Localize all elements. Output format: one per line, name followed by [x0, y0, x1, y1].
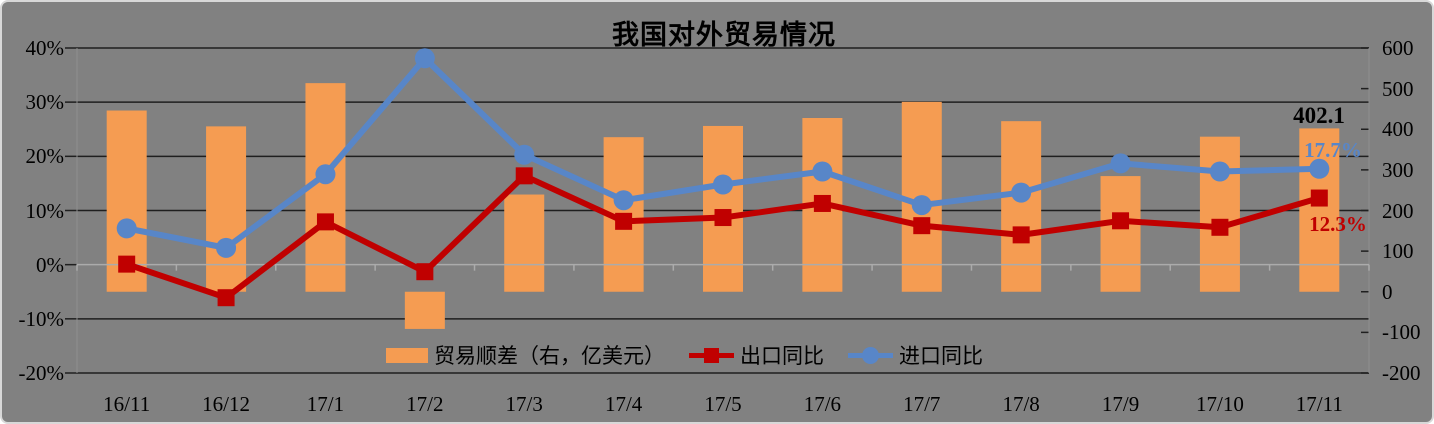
marker-square-17/5 — [714, 209, 732, 227]
x-axis-label: 17/10 — [1195, 392, 1244, 416]
y-axis-right-label: -100 — [1382, 320, 1421, 345]
marker-circle-17/11 — [1309, 158, 1330, 179]
legend-label-export: 出口同比 — [740, 345, 824, 368]
y-axis-right-label: 0 — [1382, 279, 1393, 304]
marker-square-16/11 — [118, 255, 136, 273]
y-axis-right-label: 300 — [1382, 157, 1414, 182]
marker-square-17/1 — [316, 213, 334, 231]
y-axis-right-label: -200 — [1382, 361, 1421, 385]
x-axis-label: 17/5 — [704, 392, 742, 416]
marker-square-16/12 — [217, 289, 235, 307]
marker-circle-17/5 — [713, 174, 733, 195]
marker-square-17/11 — [1310, 189, 1328, 207]
x-axis-label: 17/11 — [1295, 392, 1343, 416]
y-axis-left-label: 10% — [25, 198, 65, 223]
marker-circle-17/7 — [911, 195, 932, 216]
y-axis-right-label: 500 — [1382, 76, 1414, 101]
marker-circle-17/2 — [414, 48, 435, 69]
bar-17/3 — [504, 194, 545, 292]
square-marker-icon — [704, 347, 719, 363]
bar-17/2 — [404, 291, 445, 329]
x-axis-label: 17/4 — [604, 392, 643, 416]
bar-17/10 — [1199, 136, 1240, 292]
legend-item-export: 出口同比 — [689, 340, 824, 370]
x-axis-label: 17/1 — [306, 392, 345, 416]
marker-circle-17/9 — [1110, 153, 1131, 174]
marker-square-17/9 — [1112, 212, 1130, 230]
marker-circle-17/4 — [613, 190, 634, 211]
marker-circle-17/6 — [812, 161, 833, 182]
y-axis-left-label: 20% — [25, 144, 65, 169]
x-axis-label: 16/11 — [103, 392, 151, 416]
legend-item-trade-surplus: 贸易顺差（右，亿美元） — [386, 340, 665, 370]
marker-circle-16/12 — [216, 237, 237, 258]
legend-label-import: 进口同比 — [899, 345, 983, 368]
marker-circle-17/10 — [1209, 161, 1230, 182]
x-axis-label: 17/7 — [903, 392, 941, 416]
x-axis-label: 17/3 — [505, 392, 543, 416]
annotation-import-value: 17.7% — [1304, 138, 1362, 162]
bar-16/12 — [206, 126, 247, 292]
x-axis-label: 17/6 — [803, 392, 842, 416]
annotation-export-value: 12.3% — [1309, 212, 1367, 236]
bar-17/9 — [1100, 176, 1141, 292]
chart-title: 我国对外贸易情况 — [612, 20, 836, 50]
legend-item-import: 进口同比 — [848, 340, 983, 370]
bar-17/8 — [1001, 121, 1042, 292]
line-square-marker-icon — [689, 347, 734, 363]
marker-square-17/6 — [813, 194, 831, 212]
x-axis-label: 17/8 — [1002, 392, 1040, 416]
legend-label-trade-surplus: 贸易顺差（右，亿美元） — [434, 345, 665, 368]
line-circle-marker-icon — [848, 346, 893, 364]
x-axis-label: 16/12 — [202, 392, 250, 416]
y-axis-left-label: -20% — [18, 361, 65, 385]
marker-square-17/10 — [1211, 218, 1229, 236]
y-axis-left-label: 40% — [25, 36, 65, 60]
marker-circle-17/8 — [1011, 182, 1032, 203]
y-axis-right-label: 200 — [1382, 198, 1414, 223]
circle-marker-icon — [862, 346, 879, 364]
y-axis-right-label: 600 — [1382, 36, 1414, 60]
marker-square-17/8 — [1012, 226, 1030, 244]
y-axis-right-label: 100 — [1382, 239, 1414, 264]
marker-square-17/2 — [416, 263, 434, 281]
marker-square-17/4 — [615, 212, 633, 230]
bar-swatch-icon — [386, 347, 428, 363]
annotation-surplus-value: 402.1 — [1293, 103, 1345, 128]
x-axis-label: 17/2 — [406, 392, 444, 416]
y-axis-left-label: 30% — [25, 90, 65, 115]
marker-circle-16/11 — [116, 218, 137, 239]
marker-square-17/3 — [515, 167, 533, 185]
marker-circle-17/3 — [514, 144, 535, 165]
y-axis-left-label: -10% — [18, 306, 65, 331]
legend: 贸易顺差（右，亿美元） 出口同比 进口同比 — [386, 342, 983, 368]
y-axis-left-label: 0% — [36, 252, 64, 277]
x-axis-label: 17/9 — [1101, 392, 1140, 416]
y-axis-right-label: 400 — [1382, 117, 1414, 142]
marker-circle-17/1 — [315, 164, 336, 185]
bar-17/5 — [703, 125, 743, 292]
marker-square-17/7 — [913, 217, 931, 235]
